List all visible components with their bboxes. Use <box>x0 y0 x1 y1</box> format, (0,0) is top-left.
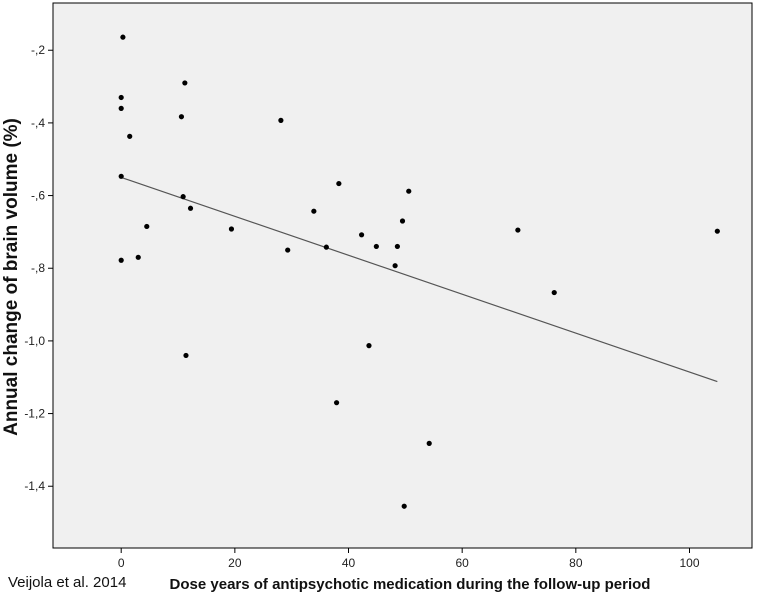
data-point <box>178 114 185 120</box>
data-point <box>120 34 126 40</box>
x-tick-label: 0 <box>118 556 125 570</box>
data-point <box>406 188 412 194</box>
data-point <box>118 105 124 111</box>
data-point <box>399 218 406 224</box>
data-point <box>551 289 557 296</box>
x-tick-label: 40 <box>342 556 356 570</box>
data-point <box>285 247 291 253</box>
y-tick-label: -,8 <box>31 261 45 275</box>
y-tick-label: -1,4 <box>24 479 45 493</box>
x-axis-title: Dose years of antipsychotic medication d… <box>170 576 651 593</box>
data-point <box>333 400 340 406</box>
data-point <box>127 133 133 139</box>
data-point <box>714 228 720 234</box>
data-point <box>182 80 188 86</box>
regression-line <box>121 176 718 383</box>
y-tick-label: -,4 <box>31 116 45 130</box>
y-tick-label: -1,2 <box>24 407 45 421</box>
data-point <box>366 343 372 349</box>
data-point <box>373 243 379 250</box>
data-point <box>323 244 329 250</box>
data-point <box>180 194 186 200</box>
data-point <box>187 205 194 211</box>
data-point <box>358 232 365 238</box>
data-point <box>401 503 407 509</box>
data-point <box>228 226 235 232</box>
y-tick-label: -,2 <box>31 43 45 57</box>
data-point <box>392 263 398 269</box>
data-point <box>118 94 124 101</box>
data-point <box>394 243 400 250</box>
data-point <box>135 254 141 260</box>
data-point <box>118 173 124 179</box>
y-tick-label: -1,0 <box>24 334 45 348</box>
y-axis-title: Annual change of brain volume (%) <box>1 118 22 436</box>
data-point <box>515 227 521 233</box>
y-tick-label: -,6 <box>31 189 45 203</box>
data-point <box>426 440 432 446</box>
data-point <box>183 352 189 359</box>
x-tick-label: 20 <box>228 556 242 570</box>
plot-area <box>52 2 753 549</box>
data-point <box>311 208 317 214</box>
x-tick-label: 100 <box>679 556 699 570</box>
x-tick-label: 80 <box>569 556 583 570</box>
source-credit: Veijola et al. 2014 <box>8 574 127 591</box>
data-point <box>336 180 342 187</box>
data-point <box>118 257 124 263</box>
data-point <box>278 117 284 123</box>
data-point <box>144 223 150 230</box>
x-tick-label: 60 <box>455 556 469 570</box>
